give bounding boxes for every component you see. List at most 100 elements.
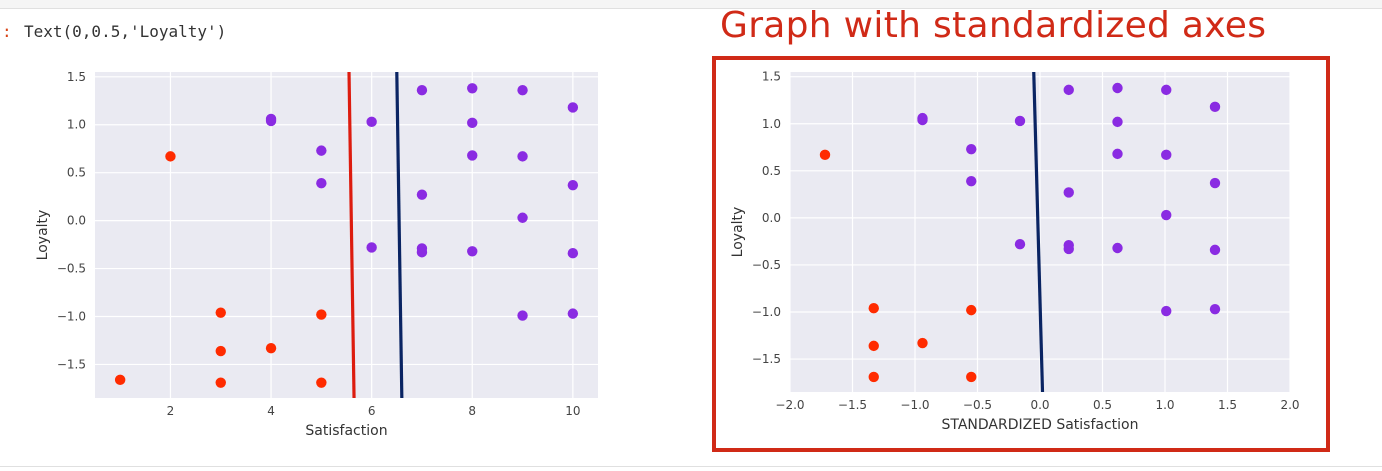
purple-cluster-point <box>366 116 377 128</box>
y-tick-label: 1.5 <box>762 70 781 84</box>
cell-top-border <box>0 0 1382 9</box>
x-tick-label: −2.0 <box>775 398 804 412</box>
purple-cluster-point <box>1014 239 1026 250</box>
x-tick-label: −1.0 <box>900 398 929 412</box>
output-prompt: : <box>2 22 12 41</box>
purple-cluster-point <box>1063 187 1074 198</box>
y-tick-label: −0.5 <box>57 262 86 276</box>
red-cluster-point <box>917 337 928 349</box>
y-tick-label: 0.5 <box>762 164 781 178</box>
y-tick-label: 0.5 <box>67 166 86 180</box>
cell-bottom-border <box>0 466 1382 467</box>
purple-cluster-point <box>1161 149 1172 161</box>
x-tick-label: 4 <box>267 404 275 418</box>
purple-cluster-point <box>966 143 977 155</box>
standardized-graph-frame <box>712 56 1330 452</box>
chart-standardized: −2.0 −1.5 −1.0 −0.5 0.0 0.5 1.0 1.5 2.0 1.5 1.0 0.5… <box>730 70 1300 433</box>
red-cluster-point <box>316 377 327 388</box>
red-cluster-point <box>868 340 879 352</box>
y-tick-label: −1.5 <box>752 352 781 366</box>
purple-cluster-point <box>416 85 428 96</box>
plot-area <box>95 72 598 398</box>
purple-cluster-point <box>1161 209 1172 221</box>
purple-cluster-point <box>567 179 579 191</box>
purple-cluster-point <box>366 242 377 253</box>
purple-cluster-point <box>467 83 478 94</box>
red-cluster-point <box>819 149 831 161</box>
x-tick-label: −1.5 <box>838 398 867 412</box>
purple-cluster-point <box>467 150 478 161</box>
red-cluster-point <box>966 371 977 383</box>
y-tick-label: 0.0 <box>762 211 781 225</box>
y-tick-label: −0.5 <box>752 258 781 272</box>
red-cluster-point <box>215 345 226 357</box>
purple-cluster-point <box>517 85 528 96</box>
red-cluster-point <box>868 303 879 314</box>
x-tick-label: 2.0 <box>1280 398 1299 412</box>
red-cluster-point <box>966 304 977 316</box>
purple-cluster-point <box>917 114 928 126</box>
chart-raw: 2 4 6 8 10 1.5 1.0 0.5 0.0 −0.5 −1.0 −1.5 Satisfacti… <box>35 70 598 439</box>
purple-cluster-point <box>567 102 579 113</box>
x-tick-label: 10 <box>565 404 580 418</box>
y-tick-label: 1.0 <box>762 117 781 131</box>
x-tick-label: 8 <box>468 404 476 418</box>
red-boundary-line <box>347 71 356 399</box>
y-tick-label: 1.5 <box>67 70 86 84</box>
purple-cluster-point <box>1161 305 1172 317</box>
purple-cluster-point <box>316 145 327 156</box>
red-cluster-point <box>868 371 879 383</box>
purple-cluster-point <box>416 247 428 258</box>
purple-cluster-point <box>1063 84 1074 96</box>
x-tick-label: 0.0 <box>1030 398 1049 412</box>
purple-cluster-point <box>1063 243 1074 255</box>
purple-cluster-point <box>1112 116 1123 128</box>
red-cluster-point <box>165 151 176 162</box>
cell-output-text: Text(0,0.5,'Loyalty') <box>24 22 227 41</box>
y-tick-label: 0.0 <box>67 214 86 228</box>
x-tick-label: 6 <box>368 404 376 418</box>
purple-cluster-point <box>1112 242 1123 254</box>
red-cluster-point <box>114 374 126 385</box>
x-axis-label: STANDARDIZED Satisfaction <box>942 417 1139 433</box>
purple-cluster-point <box>966 175 977 187</box>
standardized-graph-headline: Graph with standardized axes <box>720 5 1267 46</box>
purple-cluster-point <box>467 246 478 257</box>
red-cluster-point <box>316 309 327 320</box>
x-tick-label: −0.5 <box>963 398 992 412</box>
x-axis-label: Satisfaction <box>305 423 387 439</box>
y-axis-label: Loyalty <box>35 210 51 261</box>
purple-cluster-point <box>1161 84 1172 96</box>
purple-cluster-point <box>1209 244 1221 256</box>
purple-cluster-point <box>1209 177 1221 189</box>
y-tick-label: −1.0 <box>57 310 86 324</box>
purple-cluster-point <box>316 178 327 189</box>
purple-cluster-point <box>517 151 528 162</box>
x-tick-label: 1.0 <box>1155 398 1174 412</box>
purple-cluster-point <box>1209 101 1221 113</box>
x-tick-label: 2 <box>167 404 175 418</box>
navy-boundary-line <box>395 71 404 399</box>
x-tick-label: 0.5 <box>1093 398 1112 412</box>
purple-cluster-point <box>517 310 528 321</box>
purple-cluster-point <box>517 212 528 223</box>
purple-cluster-point <box>1014 115 1026 127</box>
red-cluster-point <box>265 342 277 354</box>
purple-cluster-point <box>567 248 579 259</box>
y-axis-label: Loyalty <box>730 207 746 258</box>
purple-cluster-point <box>567 308 579 319</box>
y-tick-label: −1.0 <box>752 305 781 319</box>
purple-cluster-point <box>265 115 277 127</box>
purple-cluster-point <box>467 117 478 129</box>
purple-cluster-point <box>1112 82 1123 94</box>
purple-cluster-point <box>1209 303 1221 315</box>
purple-cluster-point <box>1112 148 1123 160</box>
red-cluster-point <box>215 377 226 388</box>
x-tick-label: 1.5 <box>1218 398 1237 412</box>
navy-boundary-line <box>1032 71 1045 393</box>
y-tick-label: 1.0 <box>67 118 86 132</box>
purple-cluster-point <box>416 189 428 200</box>
y-tick-label: −1.5 <box>57 357 86 371</box>
red-cluster-point <box>215 307 226 318</box>
